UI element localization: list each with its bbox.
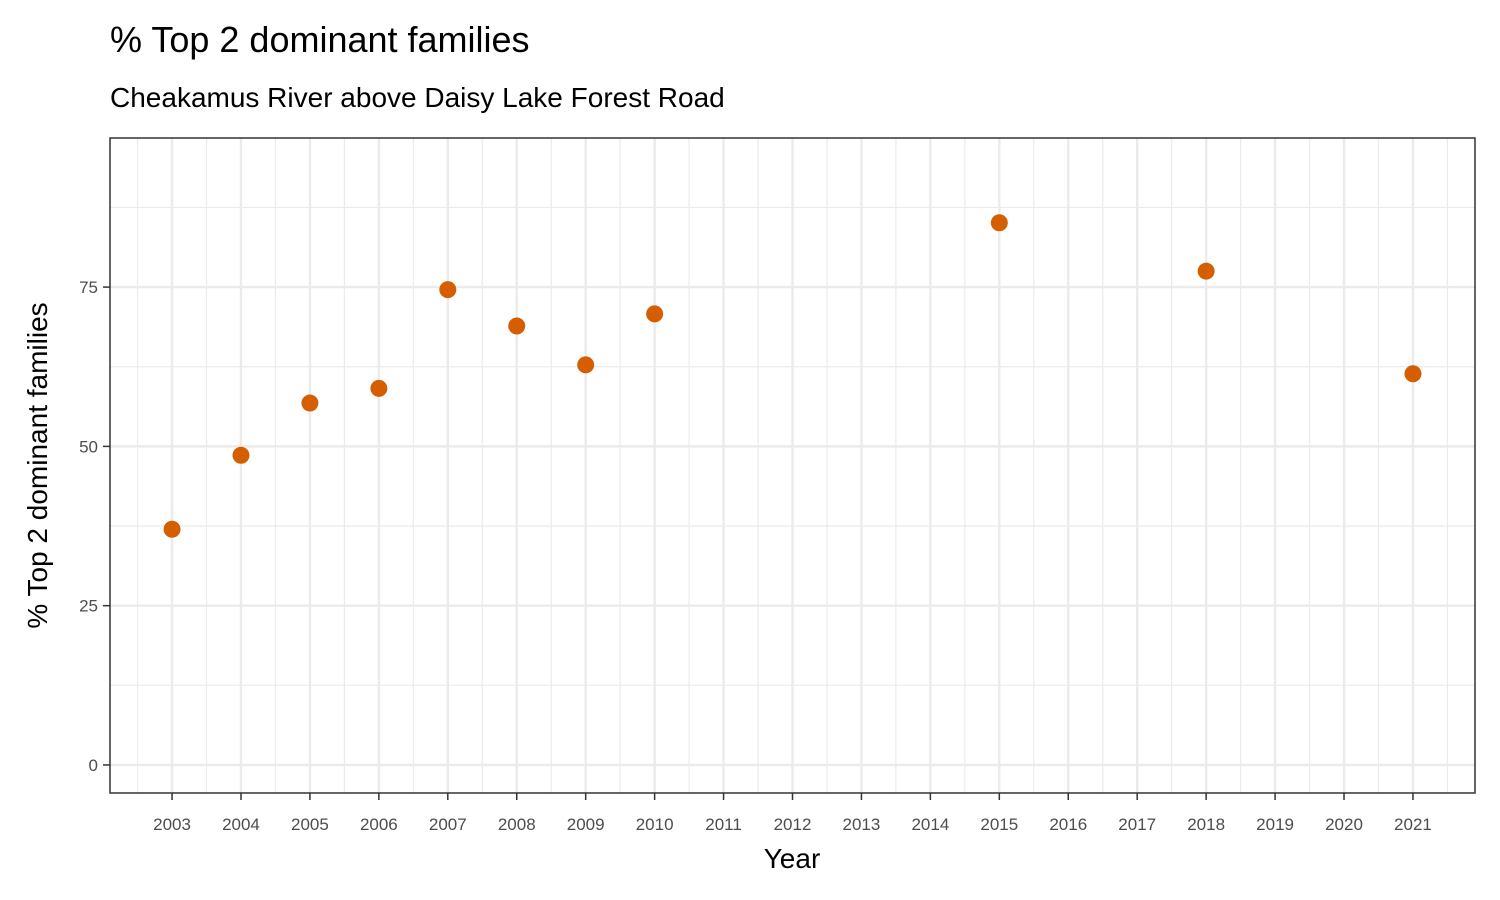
x-tick-label: 2015 — [980, 815, 1018, 834]
data-point — [1197, 262, 1215, 280]
data-point — [508, 317, 526, 335]
x-tick-label: 2018 — [1187, 815, 1225, 834]
y-axis-label: % Top 2 dominant families — [22, 302, 53, 628]
x-tick-label: 2010 — [636, 815, 674, 834]
x-axis: 2003 2004 2005 2006 2007 2008 2009 2010 2011 2012… — [153, 793, 1432, 834]
x-tick-label: 2020 — [1325, 815, 1363, 834]
x-tick-label: 2016 — [1049, 815, 1087, 834]
y-tick-label: 0 — [89, 756, 98, 775]
data-point — [301, 394, 319, 412]
chart-subtitle: Cheakamus River above Daisy Lake Forest … — [110, 82, 725, 113]
x-tick-label: 2017 — [1118, 815, 1156, 834]
data-point — [439, 281, 457, 299]
x-tick-label: 2007 — [429, 815, 467, 834]
x-tick-label: 2003 — [153, 815, 191, 834]
data-point — [232, 446, 250, 464]
data-point — [1404, 365, 1422, 383]
x-tick-label: 2006 — [360, 815, 398, 834]
x-tick-label: 2005 — [291, 815, 329, 834]
x-tick-label: 2021 — [1394, 815, 1432, 834]
x-tick-label: 2008 — [498, 815, 536, 834]
x-tick-label: 2009 — [567, 815, 605, 834]
chart-title: % Top 2 dominant families — [110, 19, 530, 60]
grid-major — [110, 138, 1475, 793]
y-tick-label: 50 — [79, 437, 98, 456]
x-tick-label: 2012 — [774, 815, 812, 834]
data-point — [577, 356, 595, 374]
data-point — [990, 214, 1008, 232]
x-tick-label: 2011 — [705, 815, 742, 834]
y-tick-label: 25 — [79, 597, 98, 616]
y-axis: 0 25 50 75 — [79, 278, 110, 775]
plot-panel — [109, 137, 1476, 794]
y-tick-label: 75 — [79, 278, 98, 297]
data-point — [646, 305, 664, 323]
x-tick-label: 2014 — [911, 815, 949, 834]
data-points — [163, 214, 1422, 538]
x-tick-label: 2019 — [1256, 815, 1294, 834]
x-axis-label: Year — [764, 843, 821, 874]
data-point — [370, 379, 388, 397]
x-tick-label: 2013 — [843, 815, 881, 834]
data-point — [163, 520, 181, 538]
x-tick-label: 2004 — [222, 815, 260, 834]
